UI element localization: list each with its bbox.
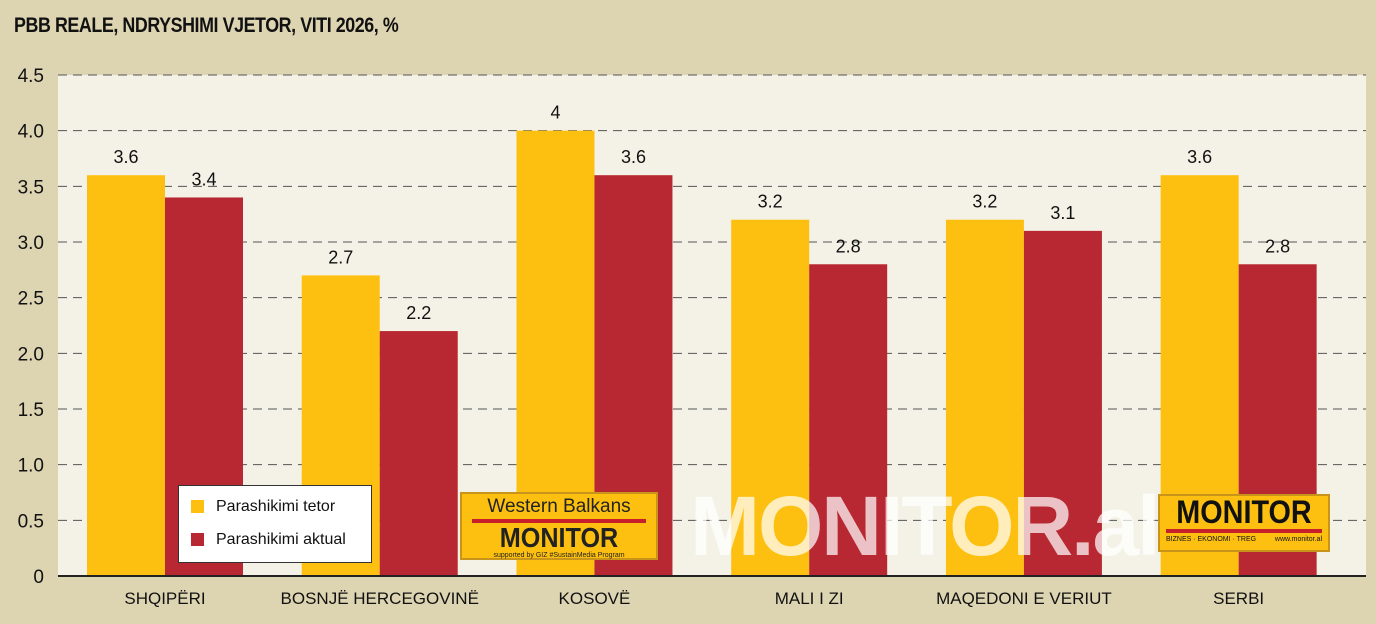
bar-aktual (379, 331, 458, 576)
data-label: 4 (550, 103, 560, 123)
x-tick-label: SERBI (1213, 589, 1264, 608)
legend-label: Parashikimi aktual (216, 530, 346, 548)
logo-text: supported by GIZ #SustainMedia Program (493, 552, 625, 559)
data-label: 3.4 (191, 169, 216, 189)
y-tick-label: 2.0 (18, 344, 44, 365)
western-balkans-monitor-logo: Western Balkans MONITOR supported by GIZ… (460, 492, 658, 560)
legend-item-tetor: Parashikimi tetor (191, 494, 371, 519)
x-tick-label: BOSNJË HERCEGOVINË (281, 589, 479, 608)
data-label: 3.2 (972, 192, 997, 212)
bar-tetor (731, 219, 810, 576)
x-tick-label: SHQIPËRI (124, 589, 205, 608)
legend-label: Parashikimi tetor (216, 497, 336, 515)
bar-tetor (945, 219, 1024, 576)
legend-swatch (191, 500, 204, 513)
data-label: 3.6 (1187, 147, 1212, 167)
logo-text: MONITOR (499, 522, 619, 553)
legend-swatch (191, 533, 204, 546)
y-tick-label: 4.5 (18, 66, 44, 87)
y-tick-label: 1.0 (18, 456, 44, 477)
y-tick-label: 3.0 (18, 233, 44, 254)
logo-text: www.monitor.al (1274, 536, 1322, 543)
logo-text: Western Balkans (487, 496, 631, 517)
data-label: 2.7 (328, 247, 353, 267)
chart-title: PBB REALE, NDRYSHIMI VJETOR, VITI 2026, … (14, 14, 399, 37)
bar-tetor (87, 175, 165, 576)
bar-aktual (809, 264, 888, 576)
y-tick-label: 3.5 (18, 177, 44, 198)
data-label: 2.2 (406, 303, 431, 323)
y-tick-label: 0.5 (18, 511, 44, 532)
data-label: 2.8 (836, 236, 861, 256)
data-label: 3.2 (758, 192, 783, 212)
legend: Parashikimi tetor Parashikimi aktual (178, 485, 372, 563)
bar-aktual (1023, 230, 1102, 576)
x-tick-label: MALI I ZI (775, 589, 844, 608)
x-tick-label: KOSOVË (559, 589, 631, 608)
y-tick-label: 0 (33, 567, 44, 588)
x-tick-label: MAQEDONI E VERIUT (936, 589, 1112, 608)
watermark: MONITOR.al (690, 479, 1160, 573)
y-tick-label: 4.0 (18, 122, 44, 143)
y-tick-label: 1.5 (18, 400, 44, 421)
logo-text: BIZNES · EKONOMI · TREG (1166, 536, 1257, 543)
data-label: 3.6 (113, 147, 138, 167)
logo-text: MONITOR (1176, 494, 1312, 530)
data-label: 2.8 (1265, 236, 1290, 256)
monitor-logo: MONITOR BIZNES · EKONOMI · TREG www.monit… (1158, 494, 1330, 552)
data-label: 3.6 (621, 147, 646, 167)
legend-item-aktual: Parashikimi aktual (191, 527, 371, 552)
y-tick-label: 2.5 (18, 289, 44, 310)
data-label: 3.1 (1050, 203, 1075, 223)
